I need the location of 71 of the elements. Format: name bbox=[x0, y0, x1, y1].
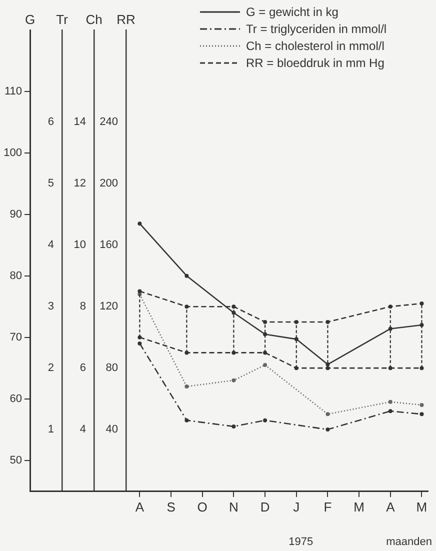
x-tick-label: A bbox=[386, 499, 396, 514]
point bbox=[263, 320, 268, 324]
y-axis-title: RR bbox=[116, 12, 136, 28]
y2-tick-label: 5 bbox=[48, 178, 54, 190]
x-tick-label: N bbox=[229, 499, 238, 514]
y2-tick-label: 2 bbox=[48, 362, 54, 374]
y-tick-label: 100 bbox=[4, 146, 22, 159]
x-tick-label: J bbox=[293, 499, 300, 514]
point bbox=[294, 366, 298, 370]
y3-tick-label: 6 bbox=[80, 362, 86, 374]
point bbox=[388, 304, 392, 309]
point bbox=[184, 418, 189, 422]
point bbox=[138, 222, 142, 226]
point bbox=[326, 428, 330, 432]
y2-tick-label: 4 bbox=[48, 239, 54, 252]
y2-tick-label: 3 bbox=[48, 300, 54, 313]
x-tick-label: F bbox=[324, 499, 332, 514]
y-tick-label: 120 bbox=[100, 300, 118, 313]
y-tick-label: 80 bbox=[10, 270, 22, 282]
y-tick-label: 40 bbox=[106, 424, 118, 436]
x-tick-label: D bbox=[260, 499, 270, 514]
y2-tick-label: 6 bbox=[48, 116, 54, 128]
point bbox=[388, 400, 392, 404]
y2-axis-title: Tr bbox=[56, 12, 69, 28]
point bbox=[232, 378, 236, 382]
x-tick-label: A bbox=[135, 499, 144, 514]
y3-tick-label: 12 bbox=[74, 178, 86, 190]
y3-axis-title: Ch bbox=[86, 12, 102, 28]
y3-tick-label: 10 bbox=[74, 239, 86, 252]
y-tick-label: 240 bbox=[100, 116, 118, 128]
y-tick-label: 110 bbox=[4, 86, 22, 98]
y-tick-label: 70 bbox=[10, 331, 22, 344]
x-tick-label: M bbox=[416, 499, 428, 514]
y-tick-label: 200 bbox=[100, 178, 118, 190]
point bbox=[326, 412, 330, 416]
point bbox=[184, 384, 189, 389]
y-tick-label: 60 bbox=[10, 392, 22, 405]
point bbox=[232, 304, 236, 309]
point bbox=[184, 274, 189, 278]
point bbox=[184, 304, 189, 309]
point bbox=[420, 302, 424, 306]
text: 1975 bbox=[288, 536, 314, 548]
y-tick-label: 80 bbox=[106, 362, 118, 374]
point bbox=[263, 362, 268, 367]
y-tick-label: 90 bbox=[10, 208, 22, 220]
point bbox=[232, 424, 236, 428]
y2-tick-label: 1 bbox=[48, 424, 54, 436]
point bbox=[326, 320, 330, 324]
y-tick-label: 50 bbox=[10, 454, 22, 466]
point bbox=[388, 366, 392, 370]
y3-tick-label: 4 bbox=[80, 424, 86, 436]
legend-label: Ch = cholesterol in mmol/l bbox=[246, 39, 384, 53]
point bbox=[388, 409, 392, 414]
point bbox=[263, 418, 268, 422]
point bbox=[263, 350, 268, 355]
legend-label: Tr = triglyceriden in mmol/l bbox=[246, 22, 387, 36]
legend-label: RR = bloeddruk in mm Hg bbox=[246, 56, 384, 70]
x-tick-label: M bbox=[354, 499, 364, 514]
y-axis-title: G bbox=[24, 12, 36, 28]
point bbox=[263, 332, 268, 336]
point bbox=[138, 341, 142, 346]
point bbox=[294, 320, 298, 324]
x-tick-label: S bbox=[166, 499, 176, 514]
x-axis-title: maanden bbox=[386, 536, 432, 548]
point bbox=[420, 412, 424, 416]
y3-tick-label: 8 bbox=[80, 300, 86, 313]
x-tick-label: O bbox=[197, 499, 208, 514]
y3-tick-label: 14 bbox=[74, 116, 86, 128]
point bbox=[420, 402, 424, 407]
y-tick-label: 160 bbox=[100, 239, 118, 252]
legend-label: G = gewicht in kg bbox=[246, 5, 338, 19]
